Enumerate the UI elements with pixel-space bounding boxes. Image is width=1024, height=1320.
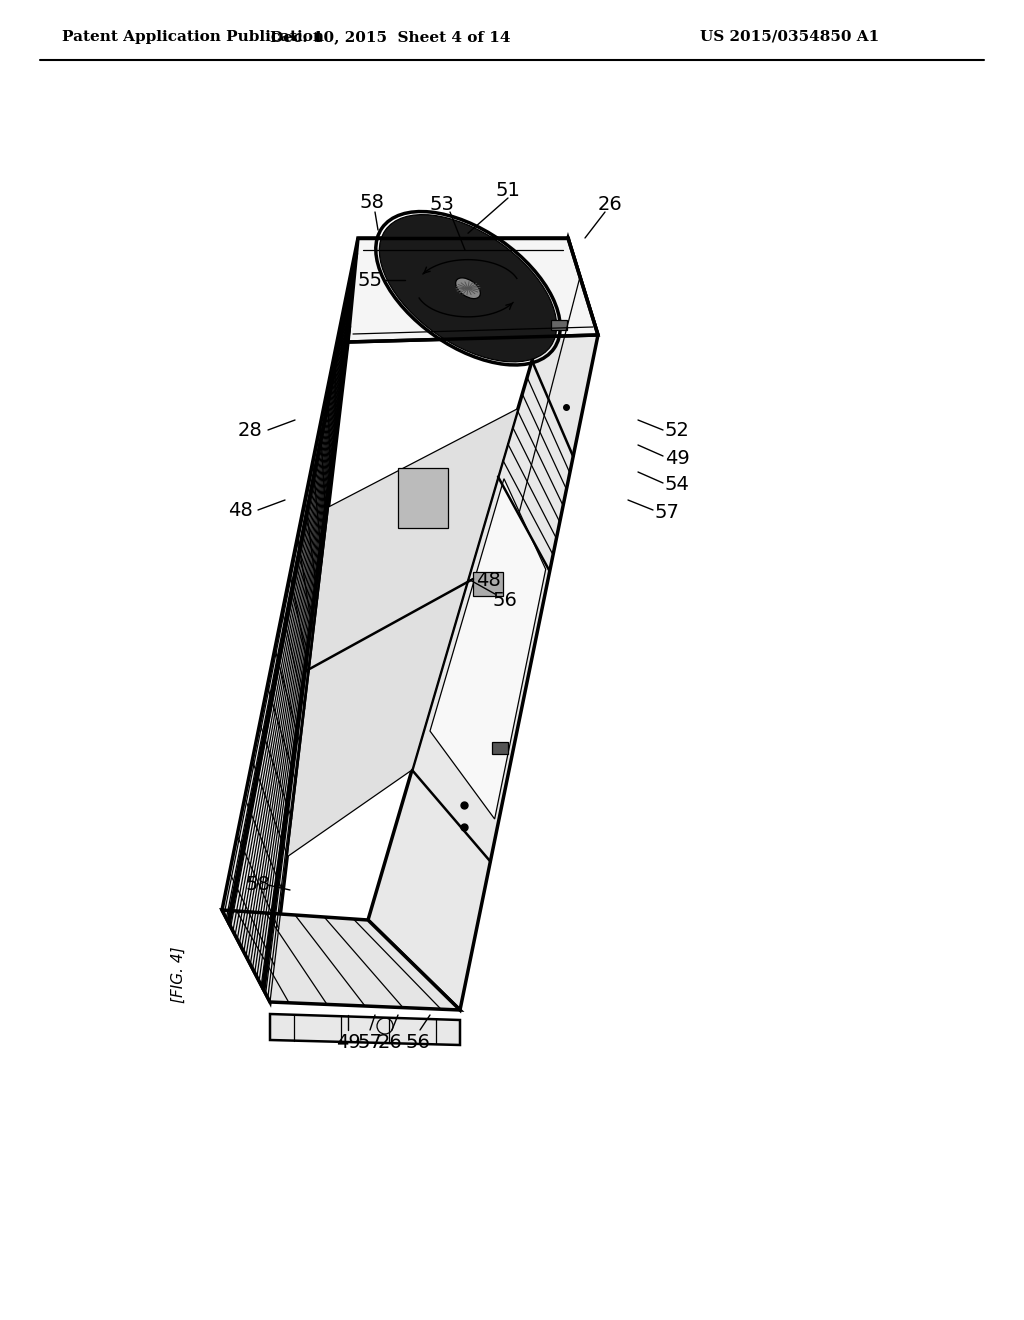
Text: 28: 28: [238, 421, 262, 440]
Text: 49: 49: [665, 449, 690, 467]
Text: Dec. 10, 2015  Sheet 4 of 14: Dec. 10, 2015 Sheet 4 of 14: [269, 30, 510, 44]
Polygon shape: [222, 238, 358, 1002]
Text: 48: 48: [227, 500, 252, 520]
Text: 51: 51: [496, 181, 520, 199]
Polygon shape: [287, 408, 518, 857]
Text: 48: 48: [475, 570, 501, 590]
Text: 55: 55: [357, 271, 383, 289]
Polygon shape: [398, 467, 449, 528]
Text: 57: 57: [357, 1032, 382, 1052]
Polygon shape: [473, 572, 503, 597]
Text: 57: 57: [655, 503, 680, 521]
Polygon shape: [222, 909, 460, 1010]
Ellipse shape: [379, 215, 557, 362]
Text: 26: 26: [598, 195, 623, 214]
Text: US 2015/0354850 A1: US 2015/0354850 A1: [700, 30, 880, 44]
Text: Patent Application Publication: Patent Application Publication: [62, 30, 324, 44]
Polygon shape: [430, 479, 546, 818]
Polygon shape: [348, 238, 598, 342]
Text: 58: 58: [246, 875, 270, 895]
Ellipse shape: [456, 279, 480, 298]
Text: 53: 53: [429, 195, 455, 214]
Text: 26: 26: [378, 1032, 402, 1052]
Text: [FIG. 4]: [FIG. 4]: [171, 946, 185, 1003]
Polygon shape: [551, 319, 567, 330]
Polygon shape: [270, 1014, 460, 1045]
Text: 56: 56: [406, 1032, 430, 1052]
Text: 49: 49: [336, 1032, 360, 1052]
Text: 52: 52: [665, 421, 690, 440]
Text: 56: 56: [493, 590, 517, 610]
Text: 58: 58: [359, 193, 384, 211]
Polygon shape: [368, 238, 598, 1010]
Polygon shape: [493, 742, 509, 754]
Text: 54: 54: [665, 475, 690, 495]
